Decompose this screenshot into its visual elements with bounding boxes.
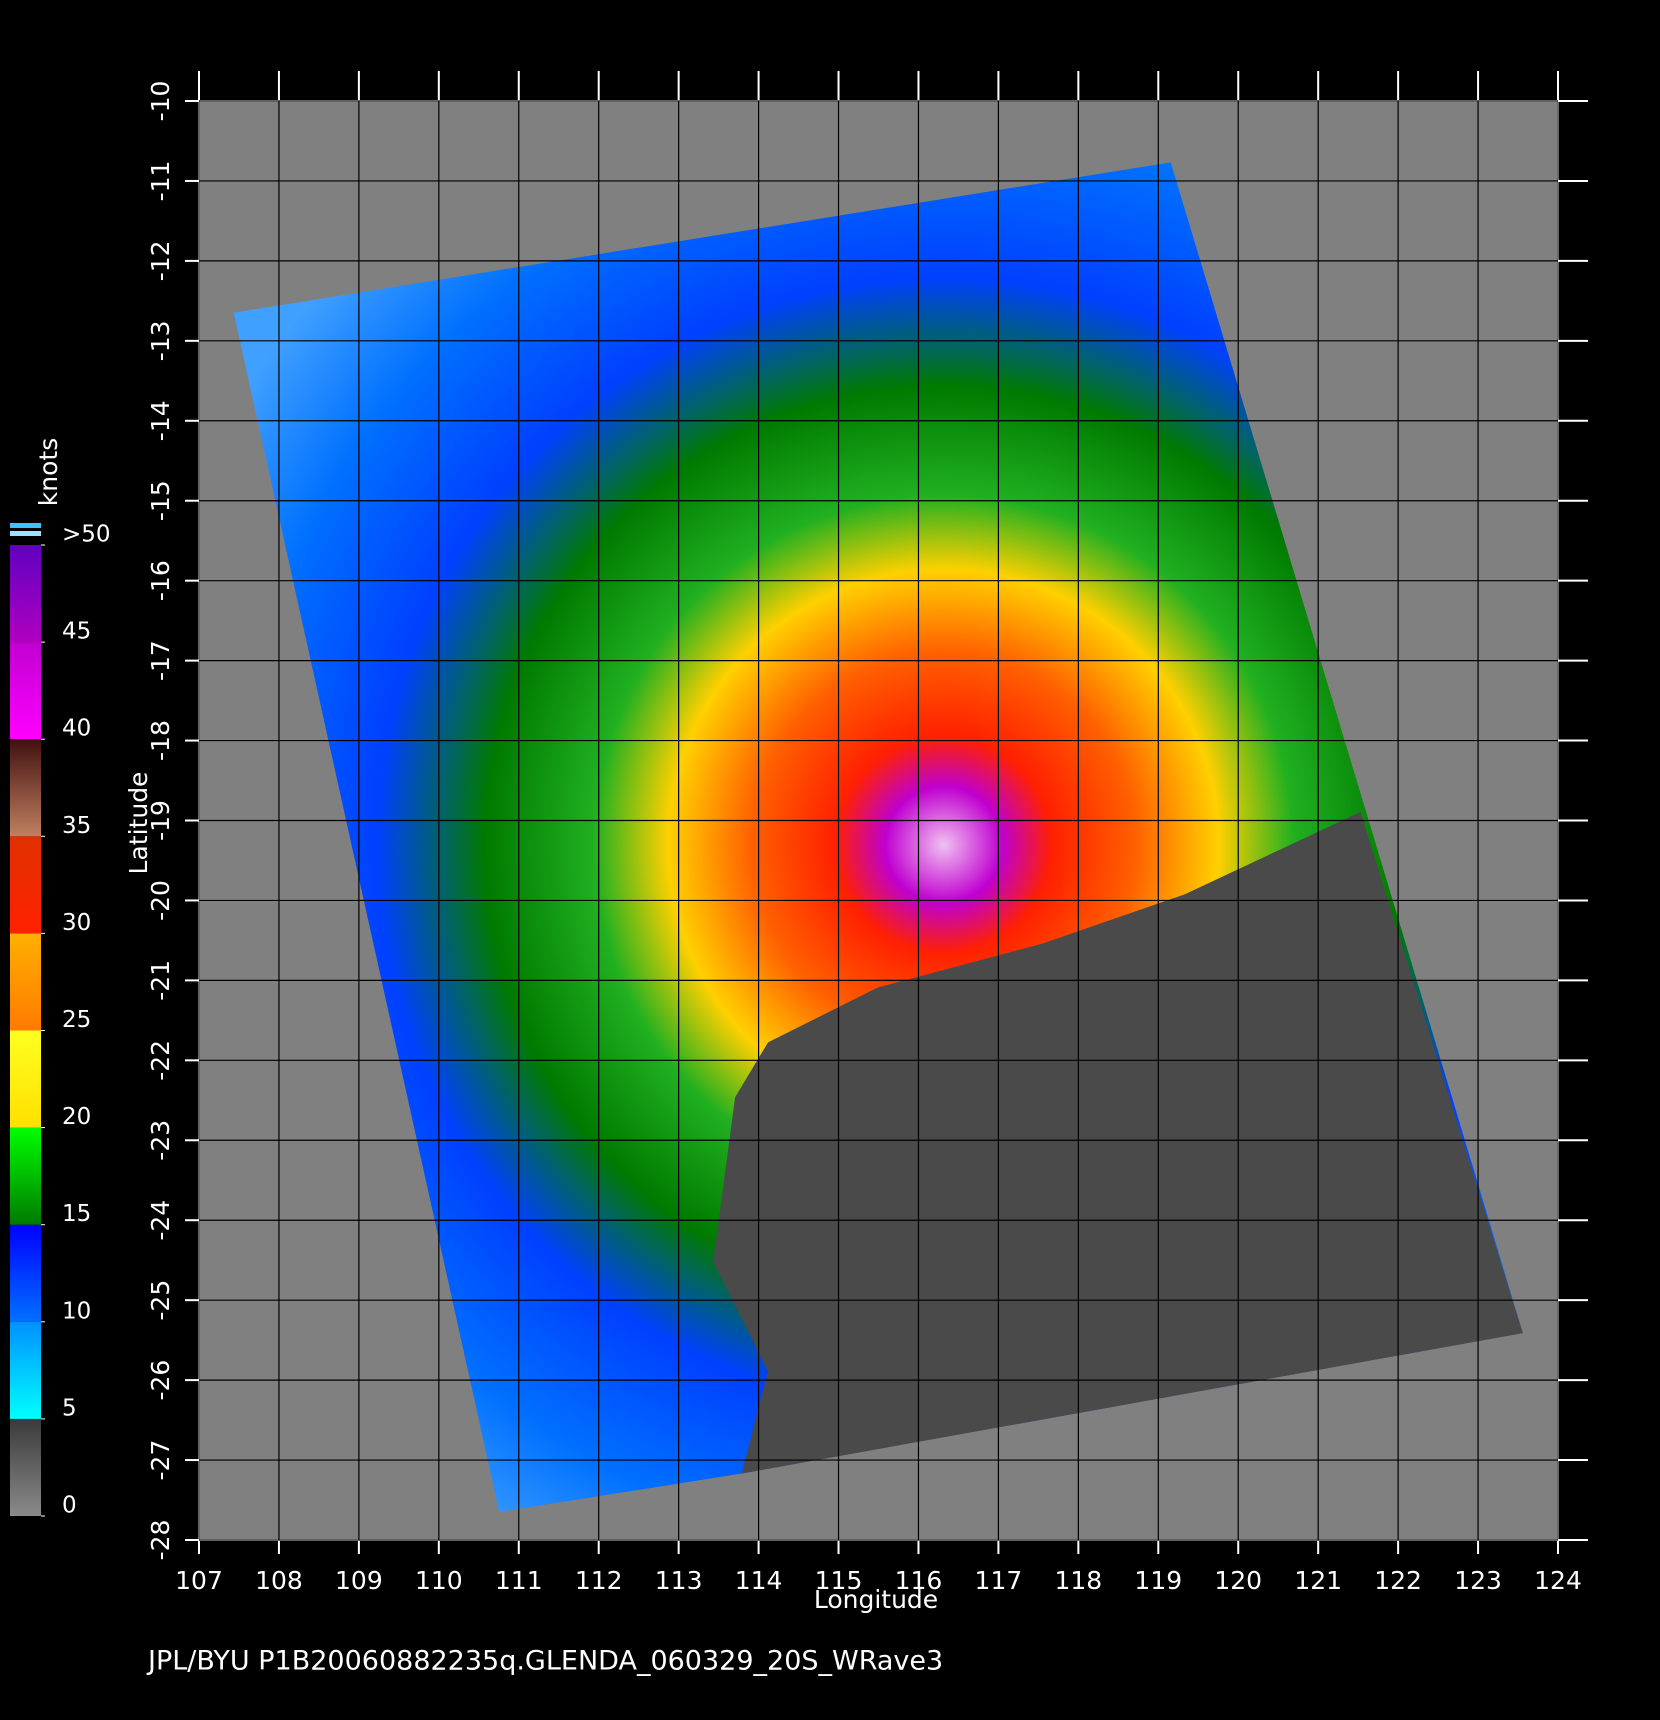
y-tick-label: -21: [146, 960, 175, 1001]
colorbar-segment: [10, 836, 41, 934]
x-tick-label: 120: [1214, 1566, 1262, 1595]
x-tick-label: 117: [975, 1566, 1023, 1595]
y-tick-label: -28: [146, 1520, 175, 1561]
colorbar-segment: [10, 1127, 41, 1225]
colorbar-tick-label: 5: [62, 1395, 77, 1421]
x-tick-label: 113: [655, 1566, 703, 1595]
x-tick-label: 122: [1374, 1566, 1422, 1595]
colorbar-tick-label: 25: [62, 1007, 91, 1033]
y-tick-label: -19: [146, 800, 175, 841]
colorbar-segment: [10, 739, 41, 837]
y-tick-label: -18: [146, 720, 175, 761]
y-tick-label: -23: [146, 1120, 175, 1161]
colorbar-tick-label: >50: [62, 522, 111, 548]
y-tick-label: -25: [146, 1280, 175, 1321]
x-tick-label: 124: [1534, 1566, 1582, 1595]
colorbar-cap: [10, 523, 41, 528]
colorbar-segment: [10, 642, 41, 740]
colorbar-segment: [10, 1030, 41, 1128]
colorbar-cap: [10, 531, 41, 536]
y-tick-label: -11: [146, 161, 175, 202]
y-tick-label: -20: [146, 880, 175, 921]
x-tick-label: 115: [815, 1566, 863, 1595]
y-tick-label: -12: [146, 240, 175, 281]
x-tick-label: 110: [415, 1566, 463, 1595]
x-tick-label: 121: [1294, 1566, 1342, 1595]
colorbar-segment: [10, 933, 41, 1031]
x-tick-label: 109: [335, 1566, 383, 1595]
colorbar-tick-label: 10: [62, 1298, 91, 1324]
x-tick-label: 108: [255, 1566, 303, 1595]
y-tick-label: -10: [146, 81, 175, 122]
footer: JPL/BYU P1B20060882235q.GLENDA_060329_20…: [146, 1646, 943, 1677]
y-tick-label: -13: [146, 320, 175, 361]
x-tick-label: 116: [895, 1566, 943, 1595]
y-tick-label: -27: [146, 1440, 175, 1481]
y-axis-label: Latitude: [124, 772, 153, 875]
y-tick-label: -24: [146, 1200, 175, 1241]
y-tick-label: -15: [146, 480, 175, 521]
colorbar-segment: [10, 545, 41, 643]
colorbar-segment: [10, 1224, 41, 1322]
y-tick-label: -14: [146, 400, 175, 441]
x-tick-label: 112: [575, 1566, 623, 1595]
x-tick-label: 123: [1454, 1566, 1502, 1595]
x-tick-label: 119: [1134, 1566, 1182, 1595]
x-tick-label: 114: [735, 1566, 783, 1595]
y-tick-label: -22: [146, 1040, 175, 1081]
colorbar-tick-label: 0: [62, 1493, 77, 1519]
y-tick-label: -16: [146, 560, 175, 601]
colorbar-tick-label: 40: [62, 716, 91, 742]
colorbar-segment: [10, 1418, 41, 1516]
colorbar-tick-label: 20: [62, 1104, 91, 1130]
colorbar-tick-label: 45: [62, 619, 91, 645]
land-mask: [713, 811, 1523, 1474]
y-tick-label: -17: [146, 640, 175, 681]
colorbar-tick-label: 35: [62, 813, 91, 839]
x-axis-label: Longitude: [814, 1585, 938, 1614]
colorbar-segment: [10, 1321, 41, 1419]
colorbar-tick-label: 30: [62, 910, 91, 936]
x-tick-label: 118: [1054, 1566, 1102, 1595]
colorbar-label: knots: [34, 438, 63, 506]
x-tick-label: 107: [175, 1566, 223, 1595]
colorbar-tick-label: 15: [62, 1201, 91, 1227]
y-tick-label: -26: [146, 1360, 175, 1401]
x-tick-label: 111: [495, 1566, 543, 1595]
